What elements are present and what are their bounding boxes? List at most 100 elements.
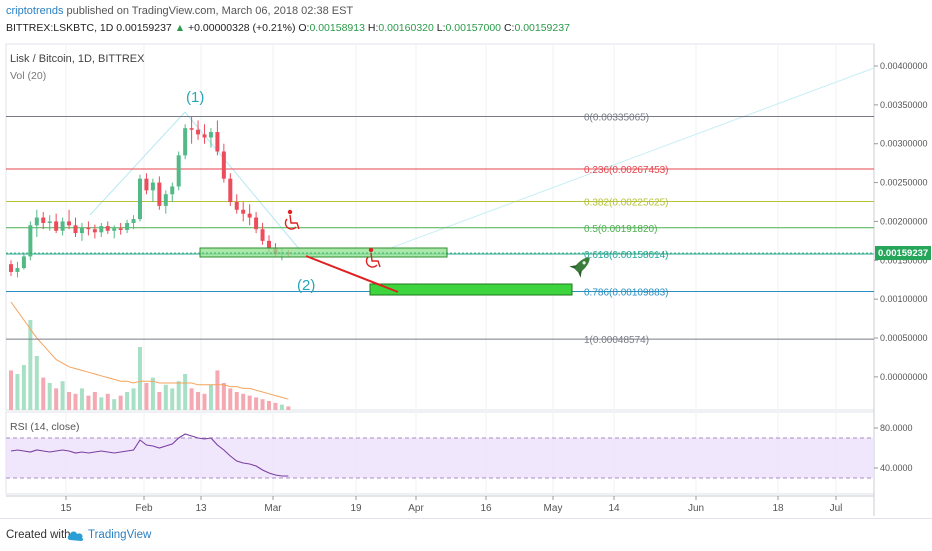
volume-bar [67,392,72,410]
volume-bar [163,384,168,410]
volume-bar [99,397,104,410]
volume-bar [273,402,278,410]
rsi-line [10,433,289,477]
candle-body [254,217,259,230]
grid [65,44,837,494]
volume-bar [21,365,26,410]
fib-level-label: 0.786(0.00109883) [584,287,669,298]
candle-body [170,186,175,195]
rsi-tick-label: 80.0000 [880,423,913,433]
fib-level-label: 0(0.00335065) [584,112,649,123]
wheelchair-icon [365,247,381,268]
volume-bar [131,388,136,410]
volume-bar [92,392,97,410]
candle-body [99,226,104,233]
candle-body [21,256,26,269]
symbol-label: BITTREX:LSKBTC, 1D [6,22,114,34]
close-label: C: [503,22,515,34]
volume-bar [221,383,226,410]
volume-bar [260,399,265,410]
volume-bar [279,404,284,410]
volume-bar [15,374,20,410]
fib-level-label: 0.382(0.00225625) [584,198,669,209]
candle-body [176,155,181,187]
fib-level-label: 0.5(0.00191820) [584,224,657,235]
time-tick-label: 18 [772,503,784,514]
wheelchair-icon [284,209,300,230]
chart-canvas[interactable]: 0.00400000 0.00350000 0.00300000 0.00250000… [0,40,932,518]
time-axis: 15 Feb 13 Mar 19 Apr 16 May 14 Jun 18 Jul [60,496,842,514]
price-tick-label: 0.00000000 [880,372,928,382]
support-zone-upper [199,247,448,258]
close-value: 0.00159237 [514,22,570,34]
rsi-band [6,438,874,478]
trend-line-long [379,67,875,253]
candle-body [157,182,162,206]
price-tick-label: 0.00400000 [880,61,928,71]
trend-line-up [89,111,186,216]
candle-body [208,132,213,138]
volume-bar [208,384,213,410]
volume-bar [9,370,13,410]
ohlc-line: BITTREX:LSKBTC, 1D 0.00159237 ▲ +0.00000… [6,22,570,34]
rsi-legend[interactable]: RSI (14, close) [10,421,79,433]
wave-label-1: (1) [186,89,204,106]
candle-body [267,240,271,249]
candle-body [196,129,201,135]
volume-bar [286,406,291,410]
volume-bar [86,395,91,410]
low-value: 0.00157000 [445,22,502,34]
price-tick-label: 0.00250000 [880,178,928,188]
candle-body [138,178,142,220]
volume-bar [150,377,155,410]
volume-bar [215,370,220,410]
candle-body [86,227,91,230]
volume-bar [125,392,130,410]
candle-body [221,151,226,179]
price-tick-label: 0.00050000 [880,333,928,343]
volume-bar [60,381,65,410]
volume-bar [138,347,142,410]
main-legend[interactable]: Lisk / Bitcoin, 1D, BITTREX [10,53,145,65]
tradingview-link[interactable]: TradingView [88,529,152,541]
footer: Created with TradingView [0,518,932,551]
price-axis: 0.00400000 0.00350000 0.00300000 0.00250000… [874,61,928,382]
time-tick-label: Jul [830,503,843,514]
volume-bar [144,383,149,410]
time-tick-label: Apr [408,503,424,514]
volume-ma-line [10,301,289,400]
candle-body [73,225,78,234]
volume-bar [47,383,52,410]
candle-body [189,128,194,130]
volume-bar [176,381,181,410]
volume-bar [170,388,175,410]
candle-body [228,178,233,202]
volume-bar [34,356,39,410]
time-tick-label: Feb [135,503,153,514]
candle-body [202,134,207,138]
author-link[interactable]: criptotrends [6,5,64,17]
wave-label-2: (2) [297,277,315,294]
candle-body [150,182,155,191]
volume-legend[interactable]: Vol (20) [10,70,46,82]
volume-bars [9,320,291,410]
candle-body [247,213,252,218]
volume-bar [183,374,188,410]
candle-body [234,202,239,210]
volume-bar [228,388,233,410]
price-tick-label: 0.00150000 [880,255,928,265]
candle-body [28,225,33,257]
publish-line: criptotrends published on TradingView.co… [6,5,353,17]
low-label: L: [436,22,446,34]
time-tick-label: 14 [608,503,620,514]
volume-bar [54,388,59,410]
chart-header: criptotrends published on TradingView.co… [0,0,932,40]
high-label: H: [367,22,379,34]
change-arrow-icon: ▲ [174,22,186,34]
last-price-tag [875,246,931,260]
fib-level-label: 0.236(0.00267453) [584,165,669,176]
candle-body [92,229,97,233]
candle-body [241,209,246,214]
last-price: 0.00159237 [116,22,172,34]
time-tick-label: 16 [480,503,492,514]
